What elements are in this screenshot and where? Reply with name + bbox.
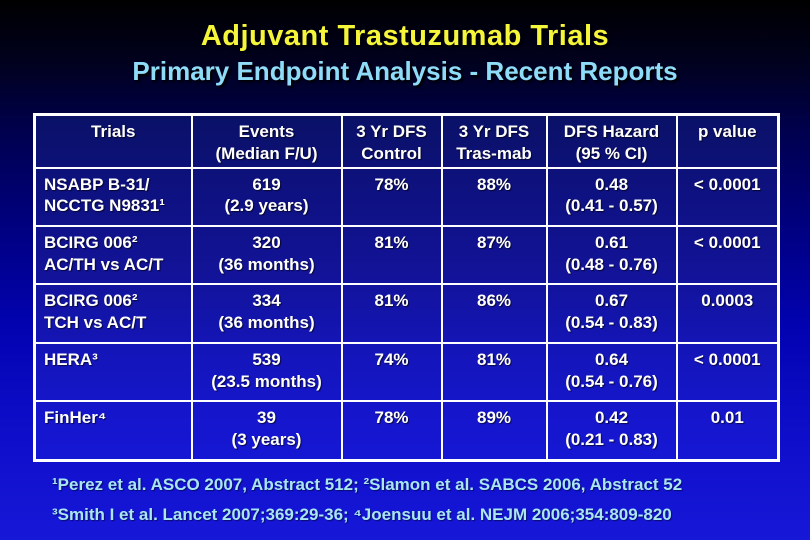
- table-row-finher: FinHer⁴ 39 (3 years) 78% 89% 0.42 (0.21 …: [33, 400, 780, 462]
- table-row-hera: HERA³ 539 (23.5 months) 74% 81% 0.64 (0.…: [33, 341, 780, 403]
- bcirg-acth-hazard-cell: 0.61 (0.48 - 0.76): [545, 224, 678, 286]
- header-dfs-trasmab: 3 Yr DFS Tras-mab: [440, 113, 548, 169]
- header-events-line1: Events: [238, 122, 295, 141]
- bcirg-tch-events-cell: 334 (36 months): [190, 283, 343, 344]
- header-pvalue: p value: [675, 113, 780, 169]
- bcirg-tch-control-cell: 81%: [340, 283, 443, 344]
- nsabp-trial-cell: NSABP B-31/ NCCTG N9831¹: [33, 166, 193, 227]
- nsabp-hazard-ci: (0.41 - 0.57): [565, 196, 658, 216]
- nsabp-trial-line2: NCCTG N9831¹: [44, 196, 165, 216]
- bcirg-tch-hazard-cell: 0.67 (0.54 - 0.83): [545, 283, 678, 344]
- finher-trial-line1: FinHer⁴: [44, 408, 107, 428]
- bcirg-tch-trial-line2: TCH vs AC/T: [44, 313, 147, 333]
- finher-trasmab-cell: 89%: [440, 400, 548, 462]
- bcirg-tch-events-count: 334: [252, 291, 281, 311]
- header-pvalue-label: p value: [697, 122, 757, 141]
- bcirg-acth-events-count: 320: [252, 232, 281, 252]
- bcirg-acth-control-cell: 81%: [340, 224, 443, 286]
- slide-title: Adjuvant Trastuzumab Trials: [200, 20, 610, 52]
- header-hazard-line1: DFS Hazard: [563, 122, 660, 141]
- table-row-nsabp: NSABP B-31/ NCCTG N9831¹ 619 (2.9 years)…: [33, 166, 780, 227]
- header-dfs-trasmab-line1: 3 Yr DFS: [458, 122, 530, 141]
- header-trials: Trials: [33, 113, 193, 169]
- bcirg-acth-pvalue-cell: < 0.0001: [675, 224, 780, 286]
- footnote-line-2: ³Smith I et al. Lancet 2007;369:29-36; ⁴…: [52, 505, 672, 524]
- nsabp-trasmab-cell: 88%: [440, 166, 548, 227]
- bcirg-acth-events-followup: (36 months): [218, 254, 315, 274]
- bcirg-tch-trasmab-cell: 86%: [440, 283, 548, 344]
- header-dfs-control-line2: Control: [361, 143, 422, 163]
- header-trials-label: Trials: [91, 122, 136, 141]
- hera-trasmab-cell: 81%: [440, 341, 548, 403]
- finher-hazard-cell: 0.42 (0.21 - 0.83): [545, 400, 678, 462]
- table-header-row: Trials Events (Median F/U) 3 Yr DFS Cont…: [33, 113, 780, 169]
- hera-events-count: 539: [252, 349, 281, 369]
- bcirg-acth-trial-cell: BCIRG 006² AC/TH vs AC/T: [33, 224, 193, 286]
- header-dfs-trasmab-line2: Tras-mab: [456, 143, 532, 163]
- nsabp-events-cell: 619 (2.9 years): [190, 166, 343, 227]
- hera-hazard-cell: 0.64 (0.54 - 0.76): [545, 341, 678, 403]
- nsabp-control-cell: 78%: [340, 166, 443, 227]
- nsabp-trial-line1: NSABP B-31/: [44, 174, 150, 194]
- nsabp-events-count: 619: [252, 174, 281, 194]
- bcirg-acth-events-cell: 320 (36 months): [190, 224, 343, 286]
- nsabp-hazard-cell: 0.48 (0.41 - 0.57): [545, 166, 678, 227]
- slide-subtitle: Primary Endpoint Analysis - Recent Repor…: [132, 56, 678, 86]
- bcirg-tch-hazard-ratio: 0.67: [594, 291, 629, 311]
- bcirg-tch-events-followup: (36 months): [218, 313, 315, 333]
- finher-hazard-ci: (0.21 - 0.83): [565, 430, 658, 450]
- finher-pvalue-cell: 0.01: [675, 400, 780, 462]
- bcirg-tch-trial-cell: BCIRG 006² TCH vs AC/T: [33, 283, 193, 344]
- footnotes: ¹Perez et al. ASCO 2007, Abstract 512; ²…: [52, 470, 792, 530]
- finher-events-count: 39: [257, 408, 276, 428]
- bcirg-acth-hazard-ci: (0.48 - 0.76): [565, 254, 658, 274]
- hera-control-cell: 74%: [340, 341, 443, 403]
- footnote-line-1: ¹Perez et al. ASCO 2007, Abstract 512; ²…: [52, 475, 683, 494]
- header-events: Events (Median F/U): [190, 113, 343, 169]
- hera-hazard-ci: (0.54 - 0.76): [565, 371, 658, 391]
- bcirg-acth-trial-line1: BCIRG 006²: [44, 232, 138, 252]
- hera-trial-cell: HERA³: [33, 341, 193, 403]
- finher-events-followup: (3 years): [231, 430, 302, 450]
- table-row-bcirg-tch: BCIRG 006² TCH vs AC/T 334 (36 months) 8…: [33, 283, 780, 344]
- trials-table: Trials Events (Median F/U) 3 Yr DFS Cont…: [33, 113, 780, 462]
- finher-control-cell: 78%: [340, 400, 443, 462]
- nsabp-pvalue-cell: < 0.0001: [675, 166, 780, 227]
- header-hazard: DFS Hazard (95 % CI): [545, 113, 678, 169]
- hera-events-followup: (23.5 months): [211, 371, 322, 391]
- header-dfs-control-line1: 3 Yr DFS: [356, 122, 427, 141]
- finher-hazard-ratio: 0.42: [594, 408, 629, 428]
- bcirg-tch-trial-line1: BCIRG 006²: [44, 291, 138, 311]
- bcirg-acth-trial-line2: AC/TH vs AC/T: [44, 254, 164, 274]
- table-row-bcirg-acth: BCIRG 006² AC/TH vs AC/T 320 (36 months)…: [33, 224, 780, 286]
- hera-pvalue-cell: < 0.0001: [675, 341, 780, 403]
- hera-trial-line1: HERA³: [44, 349, 98, 369]
- header-events-line2: (Median F/U): [215, 143, 318, 163]
- bcirg-tch-pvalue-cell: 0.0003: [675, 283, 780, 344]
- finher-events-cell: 39 (3 years): [190, 400, 343, 462]
- nsabp-hazard-ratio: 0.48: [594, 174, 629, 194]
- bcirg-acth-trasmab-cell: 87%: [440, 224, 548, 286]
- nsabp-events-followup: (2.9 years): [224, 196, 309, 216]
- hera-events-cell: 539 (23.5 months): [190, 341, 343, 403]
- hera-hazard-ratio: 0.64: [594, 349, 629, 369]
- header-dfs-control: 3 Yr DFS Control: [340, 113, 443, 169]
- header-hazard-line2: (95 % CI): [575, 143, 648, 163]
- finher-trial-cell: FinHer⁴: [33, 400, 193, 462]
- bcirg-tch-hazard-ci: (0.54 - 0.83): [565, 313, 658, 333]
- bcirg-acth-hazard-ratio: 0.61: [594, 232, 629, 252]
